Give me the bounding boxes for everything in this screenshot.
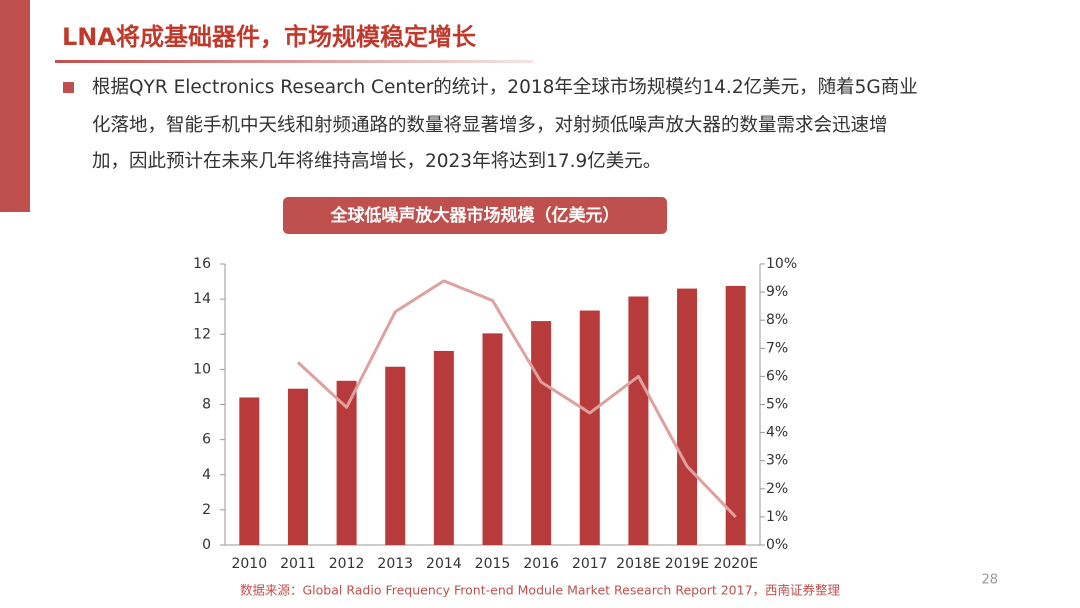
- y2-tick-label: 8%: [766, 312, 788, 328]
- y2-tick-label: 7%: [766, 340, 788, 356]
- y-tick-label: 4: [202, 467, 211, 483]
- chart-title-box: [283, 197, 667, 234]
- y-tick-label: 14: [193, 291, 211, 307]
- y-tick-label: 12: [193, 326, 211, 342]
- x-tick-label: 2010: [231, 556, 267, 572]
- y-tick-label: 10: [193, 361, 211, 377]
- y2-tick-label: 0%: [766, 537, 788, 553]
- bar: [579, 310, 600, 545]
- bar: [628, 296, 649, 545]
- x-tick-label: 2014: [426, 556, 462, 572]
- bullet-text: 加，因此预计在未来几年将维持高增长，2023年将达到17.9亿美元。: [92, 151, 661, 172]
- growth-line: [296, 279, 737, 518]
- bar: [433, 350, 454, 545]
- bullet-text: 化落地，智能手机中天线和射频通路的数量将显著增多，对射频低噪声放大器的数量需求会…: [92, 115, 888, 136]
- y2-tick-label: 1%: [766, 509, 788, 525]
- y-tick-label: 2: [202, 502, 211, 518]
- y2-tick-label: 2%: [766, 481, 788, 497]
- y-tick-label: 8: [202, 397, 211, 413]
- x-tick-label: 2013: [377, 556, 413, 572]
- y-tick-label: 6: [202, 432, 211, 448]
- x-tick-label: 2012: [329, 556, 365, 572]
- bullet-square: [63, 82, 74, 93]
- x-tick-label: 2015: [475, 556, 511, 572]
- source-note: 数据来源：Global Radio Frequency Front-end Mo…: [240, 583, 841, 598]
- bar: [336, 380, 357, 545]
- bar: [725, 285, 746, 545]
- y-tick-label: 0: [202, 537, 211, 553]
- y2-tick-label: 9%: [766, 284, 788, 300]
- bar: [385, 366, 406, 545]
- y2-tick-label: 6%: [766, 368, 788, 384]
- x-tick-label: 2018E: [616, 556, 660, 572]
- page-number: 28: [981, 573, 998, 588]
- x-tick-label: 2011: [280, 556, 316, 572]
- bar: [677, 288, 698, 545]
- x-tick-label: 2020E: [713, 556, 757, 572]
- side-band: [0, 0, 30, 212]
- x-tick-label: 2017: [572, 556, 608, 572]
- x-tick-label: 2016: [523, 556, 559, 572]
- bar: [482, 333, 503, 545]
- bar: [287, 388, 308, 545]
- y2-tick-label: 3%: [766, 453, 788, 469]
- chart-title: 全球低噪声放大器市场规模（亿美元）: [330, 205, 620, 226]
- y2-tick-label: 4%: [766, 425, 788, 441]
- bullet-text: 根据QYR Electronics Research Center的统计，201…: [92, 77, 918, 98]
- y2-tick-label: 10%: [766, 256, 797, 272]
- slide-title: LNA将成基础器件，市场规模稳定增长: [62, 23, 477, 51]
- y-tick-label: 16: [193, 256, 211, 272]
- bar: [531, 321, 552, 545]
- bar: [239, 397, 260, 545]
- title-underline: [55, 60, 533, 63]
- x-tick-label: 2019E: [665, 556, 709, 572]
- y2-tick-label: 5%: [766, 397, 788, 413]
